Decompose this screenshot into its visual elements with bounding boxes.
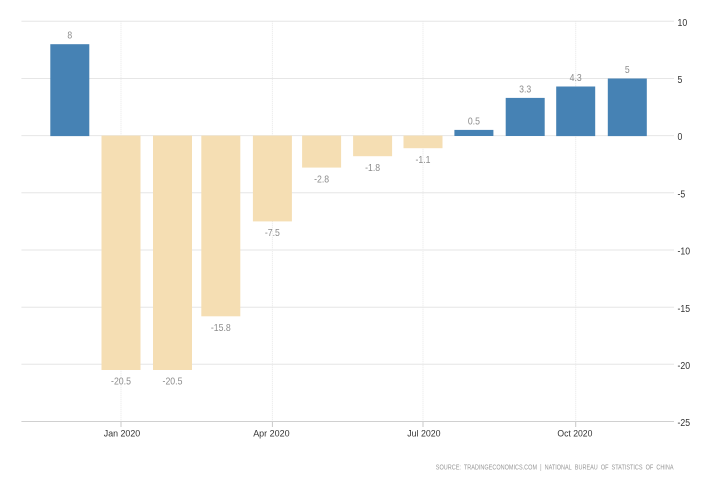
svg-text:-2.8: -2.8: [314, 173, 329, 185]
svg-text:-10: -10: [678, 247, 691, 258]
svg-text:Jul 2020: Jul 2020: [407, 428, 440, 439]
svg-text:Jan 2020: Jan 2020: [104, 428, 140, 439]
svg-text:10: 10: [678, 18, 688, 29]
svg-text:Apr 2020: Apr 2020: [253, 428, 289, 439]
svg-text:0.5: 0.5: [468, 115, 480, 127]
svg-text:-25: -25: [678, 418, 691, 429]
svg-text:-15: -15: [678, 304, 691, 315]
svg-text:-1.1: -1.1: [416, 154, 431, 166]
svg-text:4.3: 4.3: [570, 72, 582, 84]
svg-text:-20.5: -20.5: [163, 376, 183, 388]
svg-text:8: 8: [67, 30, 72, 42]
svg-text:-7.5: -7.5: [265, 227, 280, 239]
svg-text:-1.8: -1.8: [365, 162, 380, 174]
svg-text:SOURCE: TRADINGECONOMICS.COM: SOURCE: TRADINGECONOMICS.COM | NATIONAL …: [436, 465, 674, 472]
svg-text:-5: -5: [678, 189, 686, 200]
svg-text:-20: -20: [678, 361, 691, 372]
svg-text:3.3: 3.3: [519, 83, 531, 95]
svg-text:Oct 2020: Oct 2020: [557, 428, 592, 439]
svg-text:5: 5: [625, 64, 630, 76]
svg-text:0: 0: [678, 132, 683, 143]
svg-text:-20.5: -20.5: [111, 376, 131, 388]
svg-text:-15.8: -15.8: [211, 322, 231, 334]
svg-text:5: 5: [678, 75, 683, 86]
